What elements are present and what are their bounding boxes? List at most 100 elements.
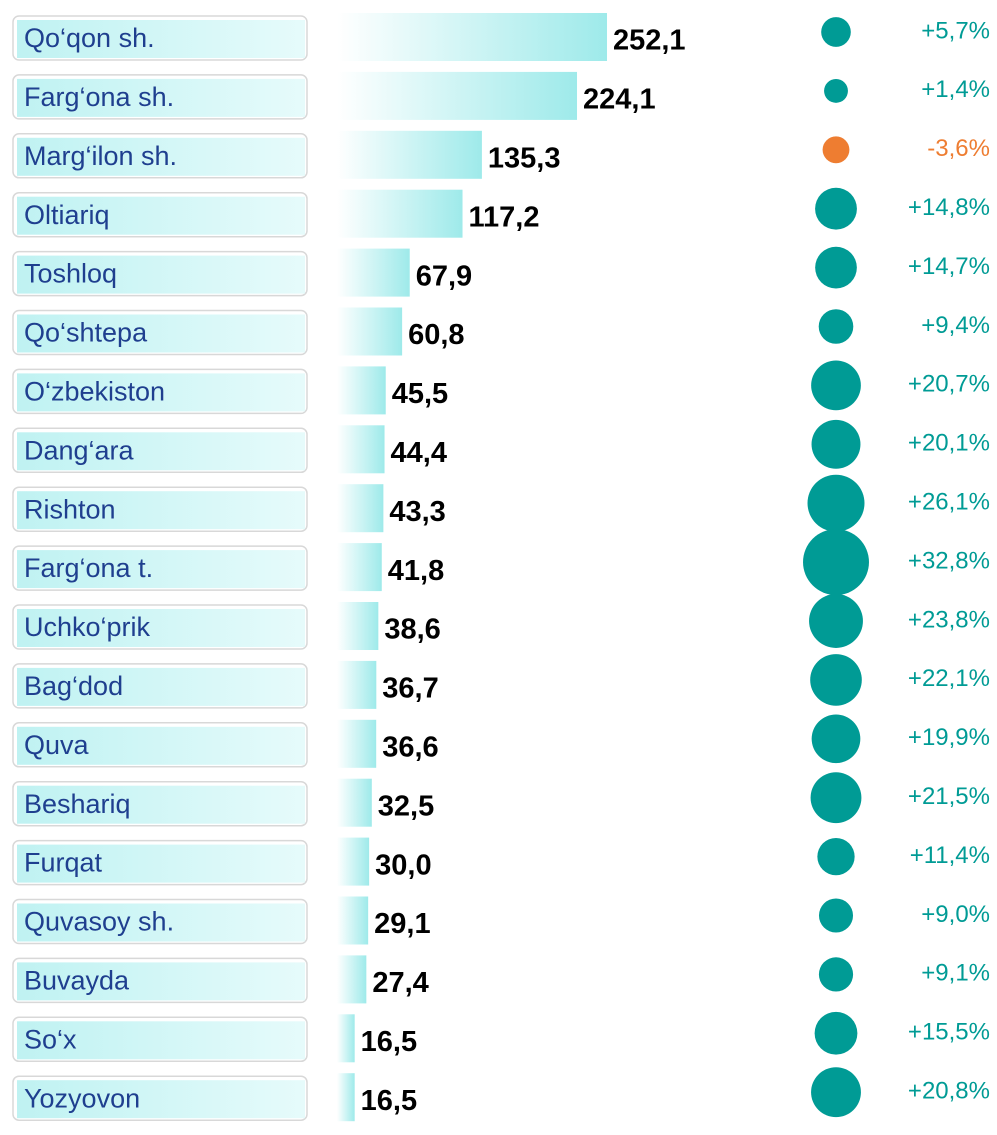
growth-label: +1,4% [921, 76, 990, 103]
category-box-fill [17, 137, 305, 176]
growth-label: +20,1% [908, 430, 990, 457]
category-box-fill [17, 432, 305, 471]
bar [337, 484, 384, 533]
value-label: 38,6 [384, 614, 440, 646]
growth-label: +11,4% [910, 842, 990, 869]
bubble [811, 419, 861, 469]
value-label: 36,7 [382, 673, 438, 705]
category-box-fill [17, 373, 305, 412]
bar [337, 778, 372, 827]
growth-label: +21,5% [908, 783, 990, 810]
category-label: Beshariq [24, 789, 131, 819]
value-label: 67,9 [416, 260, 472, 292]
bar [337, 307, 403, 356]
category-label: Qo‘qon sh. [24, 23, 155, 53]
value-label: 16,5 [361, 1026, 417, 1058]
growth-label: -3,6% [927, 135, 990, 162]
growth-label: +20,7% [908, 371, 990, 398]
value-label: 44,4 [391, 437, 447, 469]
category-box-fill [17, 78, 305, 117]
category-box-fill [17, 491, 305, 530]
growth-label: +23,8% [908, 606, 990, 633]
category-label: Oltiariq [24, 200, 110, 230]
bubble [811, 714, 861, 764]
category-box-fill [17, 1080, 305, 1119]
bar [337, 71, 578, 120]
bar [337, 543, 382, 592]
growth-label: +32,8% [908, 547, 990, 574]
bubble [815, 246, 857, 289]
category-box-fill [17, 255, 305, 294]
category-box-fill [17, 1021, 305, 1060]
category-label: Yozyovon [24, 1083, 140, 1113]
bar [337, 130, 482, 179]
bar [337, 1014, 355, 1063]
category-box-fill [17, 196, 305, 235]
bar [337, 602, 379, 650]
bar [337, 955, 367, 1004]
growth-label: +9,1% [921, 960, 990, 987]
bubble [810, 772, 862, 824]
category-label: Buvayda [24, 966, 130, 996]
bubble [818, 898, 854, 933]
value-label: 45,5 [392, 378, 448, 410]
bubble [810, 654, 862, 706]
growth-label: +26,1% [908, 489, 990, 516]
bar [337, 189, 463, 238]
bubble [822, 136, 850, 164]
category-label: Quva [24, 730, 90, 760]
bubble [807, 474, 865, 532]
bubble [811, 360, 861, 411]
category-box-fill [17, 785, 305, 824]
category-box-fill [17, 903, 305, 942]
category-box-fill [17, 962, 305, 1001]
growth-label: +19,9% [908, 724, 990, 751]
category-label: Bag‘dod [24, 671, 123, 701]
category-box-fill [17, 314, 305, 353]
category-label: Qo‘shtepa [24, 318, 148, 348]
bubble [824, 78, 848, 103]
category-label: Uchko‘prik [24, 612, 151, 642]
category-box-fill [17, 550, 305, 589]
bar [337, 425, 385, 474]
bar [337, 366, 386, 415]
category-label: Farg‘ona t. [24, 553, 153, 583]
value-label: 41,8 [388, 555, 444, 587]
value-label: 60,8 [408, 319, 464, 351]
category-label: Toshloq [24, 259, 117, 289]
category-box-fill [17, 20, 305, 58]
category-label: So‘x [24, 1024, 77, 1054]
bar [337, 660, 377, 709]
bar [337, 896, 369, 945]
bubble [821, 17, 851, 47]
category-label: Dang‘ara [24, 435, 135, 465]
bubble [811, 1067, 861, 1118]
bar [337, 719, 377, 768]
bar [337, 837, 370, 886]
category-box-fill [17, 609, 305, 647]
category-label: Marg‘ilon sh. [24, 141, 177, 171]
value-label: 135,3 [488, 142, 561, 174]
category-box-fill [17, 726, 305, 765]
growth-label: +5,7% [921, 17, 990, 44]
growth-label: +15,5% [908, 1019, 990, 1046]
bar [337, 1073, 355, 1122]
value-label: 27,4 [372, 967, 428, 999]
bubble [809, 594, 863, 648]
growth-label: +9,0% [921, 901, 990, 928]
bubble [817, 837, 855, 876]
category-box-fill [17, 844, 305, 883]
bar [337, 248, 410, 297]
category-label: Rishton [24, 494, 116, 524]
bubble [803, 529, 869, 596]
value-label: 252,1 [613, 25, 686, 57]
value-label: 36,6 [382, 731, 438, 763]
growth-label: +20,8% [908, 1078, 990, 1105]
value-label: 224,1 [583, 84, 656, 116]
category-box-fill [17, 667, 305, 706]
category-label: Quvasoy sh. [24, 907, 174, 937]
value-label: 29,1 [374, 908, 430, 940]
value-label: 117,2 [469, 201, 540, 233]
bar [337, 13, 607, 61]
